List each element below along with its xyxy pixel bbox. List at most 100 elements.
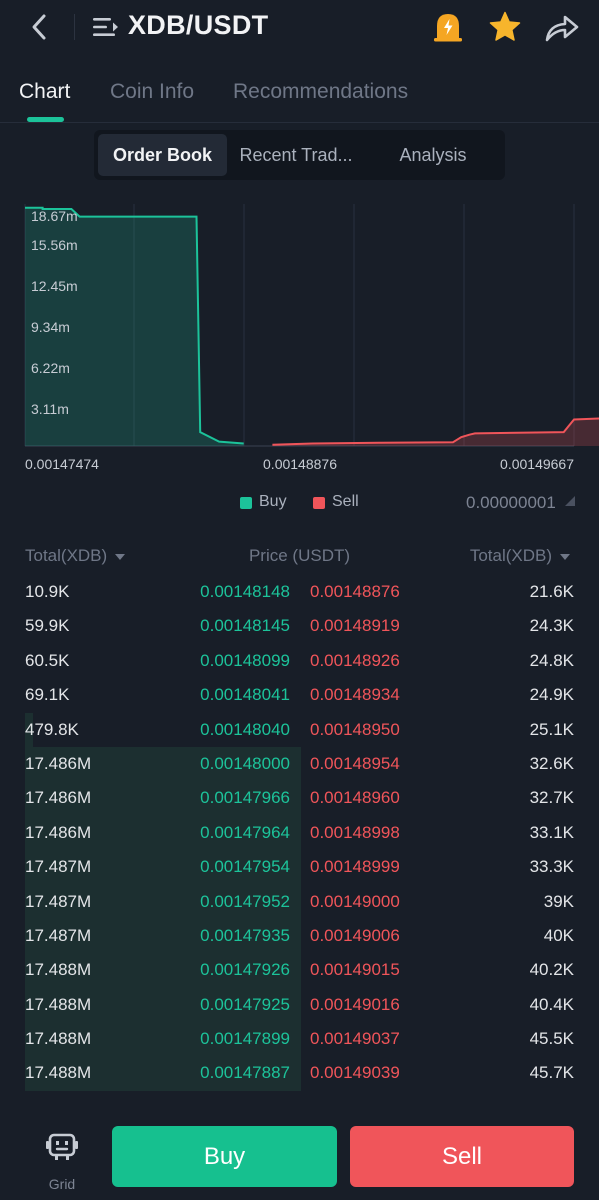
- ask-price-cell: 0.00149037: [310, 1029, 400, 1049]
- sell-legend-label: Sell: [332, 493, 359, 510]
- ask-price-cell: 0.00148919: [310, 616, 400, 636]
- favorite-star-icon[interactable]: [488, 10, 522, 44]
- x-tick-label: 0.00148876: [263, 456, 337, 472]
- ask-total-cell: 40.2K: [529, 960, 574, 980]
- grid-trading-button[interactable]: Grid: [30, 1130, 96, 1192]
- bid-price-cell: 0.00148145: [200, 616, 290, 636]
- ask-price-cell: 0.00148998: [310, 822, 400, 842]
- orderbook-row[interactable]: 17.488M 0.00147925 0.00149016 40.4K: [0, 987, 599, 1023]
- ask-price-cell: 0.00148934: [310, 685, 400, 705]
- bid-total-cell: 17.488M: [25, 960, 92, 980]
- share-icon[interactable]: [544, 12, 580, 44]
- bid-total-cell: 479.8K: [25, 719, 79, 739]
- bid-depth-bar: [25, 712, 33, 747]
- ask-total-cell: 40K: [543, 925, 574, 945]
- header-divider: [74, 14, 75, 40]
- bid-total-cell: 17.486M: [25, 822, 92, 842]
- bid-total-cell: 17.487M: [25, 857, 92, 877]
- bid-price-cell: 0.00147935: [200, 925, 290, 945]
- price-header: Price (USDT): [248, 546, 351, 565]
- orderbook-header: Total(XDB) Price (USDT) Total(XDB): [0, 546, 599, 570]
- depth-chart[interactable]: 18.67m 15.56m 12.45m 9.34m 6.22m 3.11m 0…: [0, 196, 599, 486]
- tab-coin-info[interactable]: Coin Info: [110, 80, 195, 103]
- orderbook-row[interactable]: 59.9K 0.00148145 0.00148919 24.3K: [0, 609, 599, 643]
- ask-price-cell: 0.00148954: [310, 753, 400, 773]
- segment-order-book[interactable]: Order Book: [98, 134, 227, 176]
- precision-dropdown-icon[interactable]: [565, 496, 575, 506]
- back-arrow-icon[interactable]: [26, 10, 56, 44]
- ask-total-header-label: Total(XDB): [469, 546, 552, 565]
- y-tick-label: 18.67m: [31, 208, 78, 224]
- ask-total-cell: 45.5K: [529, 1029, 574, 1049]
- buy-depth-series: [25, 206, 244, 446]
- orderbook-row[interactable]: 17.486M 0.00147964 0.00148998 33.1K: [0, 815, 599, 851]
- bid-total-header-label: Total(XDB): [25, 546, 108, 565]
- bid-depth-bar: [25, 815, 301, 851]
- bid-depth-bar: [25, 987, 301, 1023]
- tab-chart[interactable]: Chart: [19, 80, 71, 103]
- orderbook-row[interactable]: 10.9K 0.00148148 0.00148876 21.6K: [0, 575, 599, 609]
- bid-total-header[interactable]: Total(XDB): [25, 546, 126, 566]
- orderbook-row[interactable]: 69.1K 0.00148041 0.00148934 24.9K: [0, 678, 599, 712]
- bid-total-cell: 17.488M: [25, 1029, 92, 1049]
- bid-total-cell: 10.9K: [25, 582, 70, 601]
- x-tick-label: 0.00147474: [25, 456, 99, 472]
- segment-recent-trades[interactable]: Recent Trad...: [239, 145, 353, 165]
- bid-price-cell: 0.00147925: [200, 994, 290, 1014]
- orderbook-row[interactable]: 17.488M 0.00147887 0.00149039 45.7K: [0, 1056, 599, 1091]
- grid-bot-icon: [46, 1133, 78, 1160]
- ask-price-cell: 0.00149000: [310, 891, 400, 911]
- pair-title[interactable]: XDB/USDT: [128, 10, 269, 40]
- y-tick-label: 9.34m: [31, 319, 70, 335]
- ask-total-cell: 24.9K: [529, 685, 574, 705]
- bid-price-cell: 0.00148040: [200, 719, 290, 739]
- tab-recommendations[interactable]: Recommendations: [233, 80, 409, 103]
- ask-total-cell: 45.7K: [529, 1063, 574, 1083]
- ask-price-cell: 0.00148999: [310, 857, 400, 877]
- bid-depth-bar: [25, 1056, 301, 1091]
- orderbook-row[interactable]: 17.487M 0.00147954 0.00148999 33.3K: [0, 850, 599, 885]
- bid-total-cell: 69.1K: [25, 685, 70, 705]
- caret-down-icon: [115, 553, 126, 560]
- orderbook-row[interactable]: 17.487M 0.00147935 0.00149006 40K: [0, 918, 599, 954]
- ask-price-cell: 0.00148926: [310, 650, 400, 670]
- buy-legend-swatch: [240, 497, 252, 509]
- segment-analysis[interactable]: Analysis: [399, 145, 467, 165]
- orderbook-row[interactable]: 17.486M 0.00147966 0.00148960 32.7K: [0, 781, 599, 816]
- bid-depth-bar: [25, 1022, 301, 1057]
- main-tabs: Chart Coin Info Recommendations: [0, 70, 599, 123]
- ask-price-cell: 0.00148876: [310, 582, 400, 601]
- ask-price-cell: 0.00149015: [310, 960, 400, 980]
- bid-price-cell: 0.00148000: [200, 753, 290, 773]
- bid-price-cell: 0.00147926: [200, 960, 290, 980]
- x-tick-label: 0.00149667: [500, 456, 574, 472]
- price-alert-icon[interactable]: [432, 10, 464, 44]
- orderbook-row[interactable]: 17.488M 0.00147926 0.00149015 40.2K: [0, 953, 599, 988]
- bid-total-cell: 60.5K: [25, 650, 70, 670]
- ask-total-header[interactable]: Total(XDB): [470, 546, 570, 566]
- orderbook-row[interactable]: 60.5K 0.00148099 0.00148926 24.8K: [0, 644, 599, 678]
- orderbook-row[interactable]: 479.8K 0.00148040 0.00148950 25.1K: [0, 712, 599, 747]
- ask-price-cell: 0.00148960: [310, 788, 400, 808]
- ask-price-cell: 0.00149006: [310, 925, 400, 945]
- orderbook-rows: 10.9K 0.00148148 0.00148876 21.6K 59.9K 0.001…: [0, 575, 599, 1091]
- bid-price-cell: 0.00147964: [200, 822, 290, 842]
- ask-price-cell: 0.00148950: [310, 719, 400, 739]
- bid-depth-bar: [25, 850, 301, 885]
- sell-depth-series: [272, 417, 599, 446]
- buy-button[interactable]: Buy: [112, 1126, 337, 1187]
- ask-total-cell: 33.3K: [529, 857, 574, 877]
- orderbook-row[interactable]: 17.486M 0.00148000 0.00148954 32.6K: [0, 746, 599, 782]
- bid-total-cell: 17.486M: [25, 788, 92, 808]
- buy-depth-area: [25, 207, 244, 446]
- bid-total-cell: 17.488M: [25, 994, 92, 1014]
- orderbook-row[interactable]: 17.488M 0.00147899 0.00149037 45.5K: [0, 1022, 599, 1057]
- buy-depth-line: [25, 206, 244, 445]
- menu-icon[interactable]: [92, 14, 120, 40]
- y-axis-tick-labels: 18.67m 15.56m 12.45m 9.34m 6.22m 3.11m: [31, 208, 78, 417]
- bid-depth-bar: [25, 746, 301, 782]
- price-precision-selector[interactable]: 0.00000001: [466, 493, 556, 512]
- sell-button[interactable]: Sell: [350, 1126, 574, 1187]
- ask-price-cell: 0.00149039: [310, 1063, 400, 1083]
- orderbook-row[interactable]: 17.487M 0.00147952 0.00149000 39K: [0, 884, 599, 919]
